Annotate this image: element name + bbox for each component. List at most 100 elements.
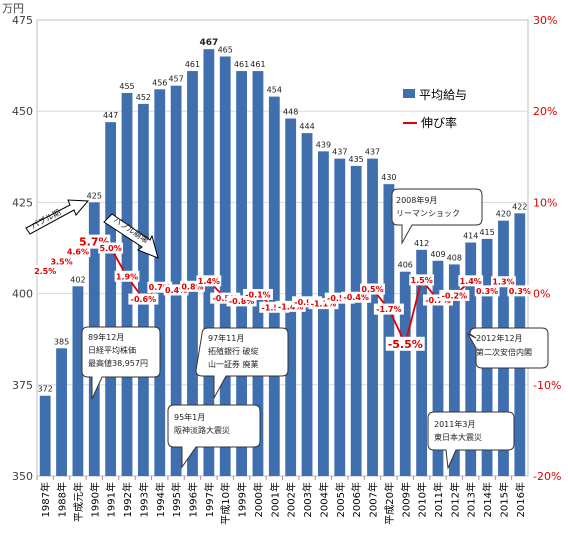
x-tick-label: 2000年: [252, 482, 265, 517]
x-tick-label: 2010年: [416, 482, 429, 517]
growth-rate-label-bg: [507, 285, 533, 297]
bar: [350, 165, 362, 477]
bar-value-label: 461: [185, 60, 200, 69]
bar: [39, 395, 51, 476]
bar: [56, 348, 67, 476]
bar: [367, 158, 378, 476]
annotation-lehman-line2: リーマンショック: [396, 209, 460, 218]
x-tick-label: 1997年: [203, 482, 216, 517]
bar-value-label: 408: [447, 253, 462, 262]
annotation-abe-line1: 2012年12月: [476, 333, 523, 343]
growth-rate-label: 0.5%: [361, 285, 383, 294]
bar: [236, 71, 247, 477]
growth-rate-label-bg: [373, 303, 404, 315]
growth-rate-label: 0.3%: [476, 287, 498, 296]
bar-value-label: 455: [119, 82, 134, 91]
y-axis-unit: 万円: [2, 2, 24, 15]
annotation-hanshin-line2: 阪神淡路大震災: [174, 425, 230, 435]
annotation-takugin-line3: 山一証券 廃業: [208, 359, 259, 369]
growth-rate-label: 1.4%: [460, 277, 482, 286]
bar: [219, 56, 231, 476]
x-tick-label: 1988年: [56, 482, 69, 517]
growth-rate-label-bg: [65, 246, 91, 258]
bar-value-label: 372: [38, 385, 53, 394]
growth-rate-label-bg: [385, 336, 425, 351]
bar-value-label: 425: [87, 191, 102, 200]
growth-rate-label: -0.4%: [343, 293, 369, 302]
growth-rate-label: -1.4%: [278, 302, 304, 311]
growth-rate-label-bg: [275, 300, 306, 312]
x-tick-label: 1987年: [39, 482, 52, 517]
x-tick-label: 平成10年: [219, 482, 232, 525]
growth-rate-label-bg: [474, 285, 500, 297]
bar: [465, 242, 477, 476]
x-tick-label: 2012年: [448, 482, 461, 517]
growth-rate-label: 4.6%: [67, 248, 89, 257]
annotation-nikkei-line1: 89年12月: [88, 332, 124, 342]
legend-label-growth: 伸び率: [421, 115, 457, 130]
growth-rate-label-bg: [360, 283, 385, 295]
bar: [121, 92, 133, 477]
bar: [432, 260, 444, 476]
x-tick-label: 1999年: [236, 482, 249, 517]
growth-rate-label-bg: [98, 242, 124, 254]
growth-rate-label: -0.2%: [442, 291, 468, 300]
bar: [334, 158, 346, 476]
growth-rate-label: -0.7%: [425, 296, 451, 305]
growth-rate-label: 0.4%: [165, 286, 187, 295]
x-tick-label: 平成20年: [383, 482, 396, 525]
x-tick-label: 2005年: [334, 482, 347, 517]
growth-rate-label: 5.0%: [100, 244, 122, 253]
growth-rate-label-bg: [226, 295, 257, 307]
bar: [285, 118, 297, 476]
bar-value-label: 447: [103, 111, 118, 120]
growth-rate-label-bg: [163, 284, 189, 296]
bar-value-label: 412: [414, 239, 429, 248]
x-tick-label: 1991年: [105, 482, 118, 517]
bar: [268, 96, 280, 476]
growth-rate-label: -5.5%: [388, 338, 423, 351]
x-tick-label: 2013年: [465, 482, 478, 517]
growth-rate-label-bg: [210, 292, 241, 304]
legend: 平均給与 伸び率: [403, 88, 467, 130]
growth-rate-label-bg: [128, 293, 159, 305]
growth-rate-label-bg: [180, 280, 205, 292]
bar-value-label: 385: [54, 337, 69, 346]
x-tick-label: 1994年: [154, 482, 167, 517]
y2-tick-label: 10%: [533, 196, 557, 209]
bar: [203, 49, 215, 477]
x-tick-label: 2001年: [268, 482, 281, 517]
annotation-takugin: 97年11月 拓殖銀行 破綻 山一証券 廃業: [195, 327, 289, 399]
growth-rate-label: 1.9%: [116, 272, 138, 281]
growth-rate-label: 3.5%: [50, 258, 72, 267]
bar-value-label: 437: [365, 148, 380, 157]
y-tick-label: 450: [12, 105, 33, 118]
y-tick-label: 400: [12, 288, 33, 301]
bar: [416, 249, 428, 476]
bar-series: [39, 49, 526, 477]
growth-rate-label: -0.1%: [245, 291, 271, 300]
growth-rate-series: 2.5%3.5%4.6%5.7%5.0%1.9%-0.6%0.7%0.4%0.8…: [32, 234, 533, 351]
growth-rate-label: -0.6%: [131, 295, 157, 304]
bar-value-label: 435: [349, 155, 364, 164]
x-tick-label: 2009年: [399, 482, 412, 517]
growth-rate-label-bg: [196, 275, 222, 287]
growth-rate-label-bg: [292, 296, 323, 308]
y2-tick-label: -10%: [533, 379, 561, 392]
growth-rate-label-bg: [409, 274, 435, 286]
bar-value-label: 461: [250, 60, 265, 69]
x-tick-label: 1995年: [170, 482, 183, 517]
bar-value-label: 452: [136, 93, 151, 102]
growth-rate-label: -0.5%: [212, 294, 238, 303]
bar: [72, 286, 84, 476]
bar: [318, 151, 329, 476]
growth-rate-label-bg: [422, 294, 453, 306]
growth-rate-label: 0.7%: [149, 283, 171, 292]
y-tick-label: 350: [12, 470, 33, 483]
bar-value-label: 437: [332, 148, 347, 157]
bar: [105, 122, 117, 477]
y2-tick-label: -20%: [533, 470, 561, 483]
bar: [383, 184, 395, 476]
annotation-abe-line2: 第二次安倍内閣: [476, 347, 532, 357]
